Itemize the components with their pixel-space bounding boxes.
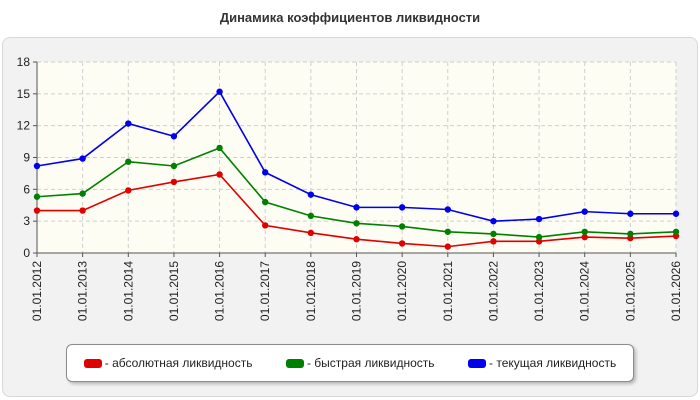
data-point (581, 233, 588, 241)
data-point (444, 206, 451, 213)
data-point (79, 207, 86, 214)
x-tick-label: 01.01.2015 (167, 261, 181, 321)
x-tick-label: 01.01.2013 (76, 261, 90, 321)
data-point (307, 229, 315, 237)
x-tick-label: 01.01.2019 (350, 261, 364, 321)
legend-label-current: - текущая ликвидность (489, 356, 617, 370)
data-point (535, 215, 543, 223)
legend-label-quick: - быстрая ликвидность (306, 356, 435, 370)
x-tick-label: 01.01.2020 (395, 261, 409, 321)
data-point (672, 228, 680, 235)
chart-title: Динамика коэффициентов ликвидности (219, 10, 481, 25)
data-point (490, 230, 497, 238)
data-point (627, 230, 634, 238)
data-point (33, 207, 41, 214)
data-point (581, 228, 588, 235)
data-point (125, 158, 132, 165)
y-tick-label: 6 (23, 182, 30, 196)
data-point (262, 222, 269, 229)
data-point (535, 233, 543, 241)
data-point (170, 133, 178, 140)
data-point (353, 204, 360, 211)
data-point (398, 223, 406, 230)
x-tick-label: 01.01.2025 (623, 261, 637, 321)
x-tick-label: 01.01.2017 (258, 261, 272, 321)
data-point (444, 243, 451, 250)
data-point (33, 162, 41, 170)
y-tick-label: 18 (17, 55, 31, 69)
x-tick-label: 01.01.2016 (213, 261, 227, 321)
legend-swatch-quick (285, 358, 304, 368)
x-tick-label: 01.01.2012 (30, 261, 44, 321)
data-point (490, 238, 497, 245)
x-tick-label: 01.01.2021 (441, 261, 455, 321)
legend-swatch-current (468, 358, 487, 368)
data-point (627, 210, 634, 217)
data-point (216, 144, 223, 152)
data-point (353, 220, 360, 227)
data-point (170, 178, 178, 186)
data-point (398, 240, 406, 247)
data-point (216, 88, 223, 95)
y-tick-label: 0 (23, 246, 30, 260)
y-tick-label: 15 (17, 87, 31, 101)
data-point (216, 171, 223, 178)
data-point (581, 208, 588, 215)
legend-label-absolute: - абсолютная ликвидность (104, 356, 253, 370)
x-tick-label: 01.01.2014 (121, 261, 135, 321)
data-point (170, 162, 178, 170)
data-point (262, 169, 269, 176)
data-point (353, 236, 360, 243)
legend-swatch-absolute (83, 358, 102, 368)
y-tick-label: 9 (23, 151, 30, 165)
data-point (398, 204, 406, 211)
data-point (33, 193, 41, 200)
data-point (262, 198, 269, 206)
x-tick-label: 01.01.2022 (486, 261, 500, 321)
x-tick-label: 01.01.2026 (669, 261, 683, 321)
data-point (125, 120, 132, 127)
data-point (79, 190, 86, 197)
legend: - абсолютная ликвидность - быстрая ликви… (66, 344, 634, 382)
data-point (307, 212, 315, 220)
y-tick-label: 12 (17, 119, 31, 133)
x-tick-label: 01.01.2023 (532, 261, 546, 321)
data-point (79, 155, 86, 162)
x-tick-label: 01.01.2024 (578, 261, 592, 321)
legend-item-current[interactable]: - текущая ликвидность (468, 356, 616, 370)
data-point (672, 210, 680, 217)
legend-item-absolute[interactable]: - абсолютная ликвидность (83, 356, 253, 370)
data-point (490, 217, 497, 225)
x-tick-label: 01.01.2018 (304, 261, 318, 321)
legend-item-quick[interactable]: - быстрая ликвидность (285, 356, 435, 370)
data-point (444, 228, 451, 235)
data-point (307, 191, 315, 198)
data-point (125, 187, 132, 194)
y-tick-label: 3 (23, 214, 30, 228)
